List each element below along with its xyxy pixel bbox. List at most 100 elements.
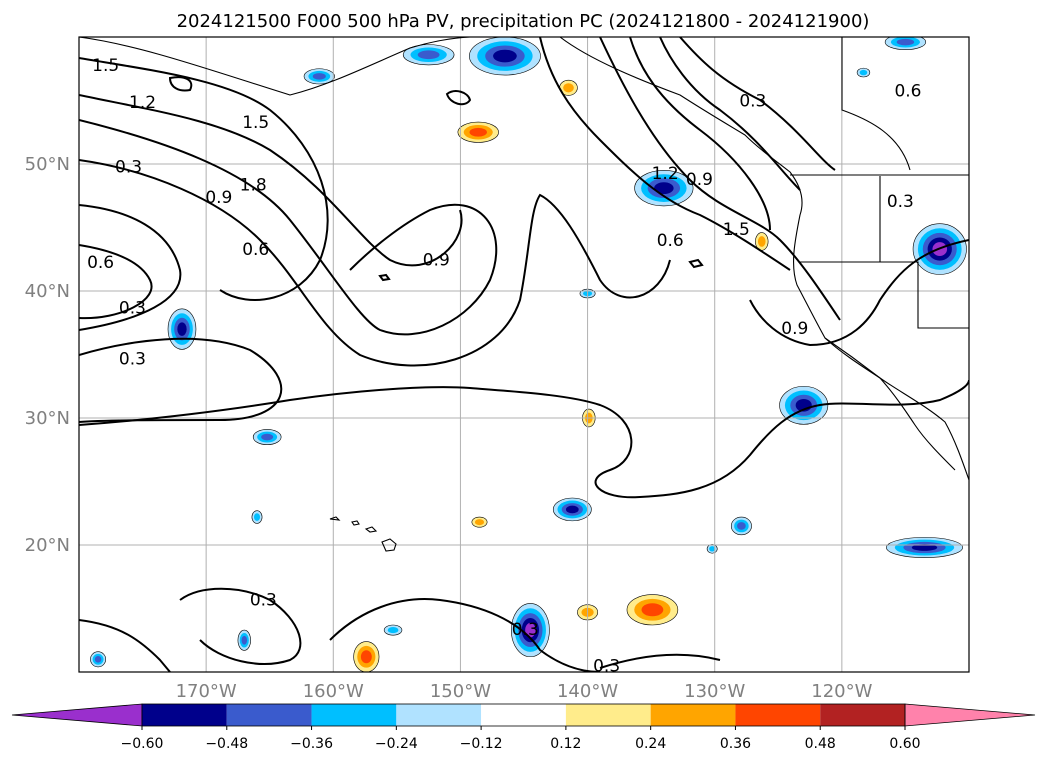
precip-level [709,546,716,552]
colorbar-segment [396,704,482,726]
precip-blob [383,624,403,636]
latitude-tick-label: 20°N [25,535,70,556]
precip-level [241,635,248,645]
contour-label: 0.3 [739,92,766,112]
precip-level [641,603,664,617]
precip-level [261,433,274,441]
contour-label: 1.2 [652,164,679,184]
precip-blob [167,308,197,350]
precip-level [417,50,440,60]
colorbar-tick-label: −0.36 [290,736,333,752]
precip-blob [457,121,499,143]
colorbar: −0.60 −0.48 −0.36 −0.24 −0.12 0.12 0.24 0.36 0.4… [11,703,1036,752]
colorbar-tick-label: 0.24 [635,736,666,752]
contour-label: 1.2 [129,93,156,113]
precip-blob [559,79,578,96]
precip-blob [251,510,263,524]
contour-label: 1.8 [240,175,267,195]
precip-blob [884,37,927,50]
colorbar-segment [481,704,566,726]
longitude-tick-label: 150°W [430,681,491,702]
longitude-tick-label: 130°W [684,681,745,702]
contour-label: 0.6 [894,81,921,101]
precip-blob [755,232,769,251]
precip-level [896,38,915,46]
contour-label: 0.3 [887,192,914,212]
gridlines [79,37,969,672]
precip-level [312,73,326,80]
contour-label: 0.3 [119,349,146,369]
precip-blob [706,544,718,554]
longitude-tick-label: 170°W [176,681,237,702]
precip-blob [237,629,251,651]
precip-level [387,627,399,634]
colorbar-tick-label: −0.48 [205,736,248,752]
longitude-tick-label: 140°W [557,681,618,702]
precip-blob [634,170,694,207]
contour-label: 0.3 [593,657,620,677]
precip-level [911,544,938,551]
precip-level [474,519,485,526]
precip-blob [886,537,963,559]
latitude-tick-label: 40°N [25,281,70,302]
precip-level [253,513,261,521]
precip-blob [353,641,380,672]
precip-blob [856,67,871,78]
precip-level [563,83,574,93]
contour-label: 0.3 [119,299,146,319]
colorbar-segment [735,704,821,726]
colorbar-segment [142,704,227,726]
precip-level [469,127,487,137]
colorbar-extend-high [904,703,1036,727]
precip-blob [510,603,550,658]
contour-label: 0.3 [115,158,142,178]
precip-level [525,622,536,638]
contour-label: 0.6 [657,231,684,251]
colorbar-tick-label: 0.48 [805,736,836,752]
map-area: 1.5 1.2 1.5 1.8 0.3 0.9 0.6 0.6 0.3 0.3 0.9 0.3 1.2 0… [79,37,969,677]
latitude-tick-label: 30°N [25,408,70,429]
colorbar-segment [226,704,312,726]
colorbar-segment [650,704,736,726]
precip-level [654,182,674,195]
contour-label: 0.3 [250,591,277,611]
contour-label: 0.9 [686,170,713,190]
longitude-tick-label: 160°W [303,681,364,702]
pv-contours [79,37,969,672]
precip-level [493,49,517,63]
longitude-tick-label: 120°W [811,681,872,702]
precip-level [757,236,766,247]
precip-blob [90,651,106,668]
map-frame [78,36,970,673]
colorbar-segment [820,704,905,726]
chart-title: 2024121500 F000 500 hPa PV, precipitatio… [177,11,870,32]
precip-blob [252,429,282,445]
contour-label: 0.9 [205,188,232,208]
contour-label: 0.6 [242,240,269,260]
precip-blob [303,68,335,85]
colorbar-tick-label: 0.60 [889,736,920,752]
contour-label: 1.5 [92,56,119,76]
precip-blob [730,516,752,536]
precip-level [360,650,372,664]
contour-label: 0.9 [781,319,808,339]
precip-level [565,505,579,514]
contour-label: 1.5 [723,220,750,240]
precip-blob [469,37,541,76]
contour-label: 0.9 [423,250,450,270]
colorbar-frame [141,703,906,727]
precip-level [177,322,187,336]
latitude-tick-label: 50°N [25,154,70,175]
longitude-tick-labels: 170°W 160°W 150°W 140°W 130°W 120°W [176,681,873,702]
colorbar-tick-label: −0.12 [460,736,503,752]
precip-level [859,69,868,76]
precip-blob [402,44,455,66]
colorbar-segment [311,704,397,726]
coastlines [79,37,969,552]
precip-level [737,522,746,530]
colorbar-tick-label: −0.60 [121,736,164,752]
precip-blob [552,497,592,522]
colorbar-tick-label: −0.24 [375,736,418,752]
precip-blob [626,594,679,626]
